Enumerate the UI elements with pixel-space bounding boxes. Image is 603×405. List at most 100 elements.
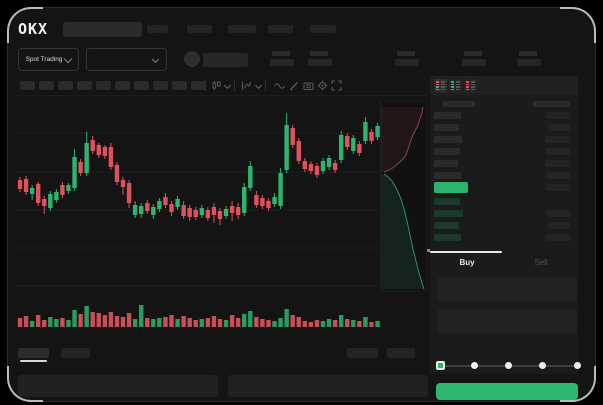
timeframe-button[interactable] — [172, 81, 187, 90]
icon-row-color — [451, 83, 454, 86]
chevron-down-icon — [64, 54, 73, 63]
icon-row-color — [466, 88, 469, 91]
qty-bar — [546, 184, 570, 191]
tab-sell[interactable]: Sell — [504, 253, 578, 271]
qty-bar — [545, 234, 570, 241]
nav-item-placeholder[interactable] — [310, 25, 336, 33]
stat-label-placeholder — [310, 51, 328, 56]
timeframe-button[interactable] — [77, 81, 92, 90]
toolbar-separator — [265, 80, 266, 91]
slider-handle[interactable] — [435, 361, 445, 370]
ask-price-bar — [434, 124, 459, 131]
qty-bar — [547, 172, 570, 179]
icon-row-bar — [455, 88, 460, 91]
settings-gear-icon[interactable] — [317, 80, 328, 91]
ask-price-bar — [434, 148, 460, 155]
chart-bottom-control[interactable] — [387, 348, 415, 358]
frame-corner — [560, 7, 596, 43]
icon-row-bar — [455, 86, 460, 88]
buy-tab-label: Buy — [459, 257, 475, 267]
chart-bottom-tab[interactable] — [61, 348, 90, 358]
order-book-row-ask[interactable] — [430, 160, 578, 169]
timeframe-button[interactable] — [39, 81, 54, 90]
pair-selector-dropdown[interactable] — [86, 48, 167, 71]
slider-stop[interactable] — [539, 362, 547, 369]
order-book-row-ask[interactable] — [430, 112, 578, 121]
timeframe-button[interactable] — [191, 81, 206, 90]
slider-stop[interactable] — [573, 362, 581, 369]
buy-submit-button[interactable] — [436, 383, 578, 400]
icon-row-color — [466, 83, 469, 86]
order-book-row-bid[interactable] — [430, 234, 578, 243]
icon-row-color — [451, 88, 454, 91]
order-book-row-ask[interactable] — [430, 136, 578, 145]
last-price-row[interactable] — [430, 182, 578, 193]
toolbar-separator — [234, 80, 235, 91]
qty-bar — [545, 160, 570, 167]
chevron-down-icon — [151, 55, 160, 64]
bid-price-bar — [434, 198, 460, 205]
timeframe-button[interactable] — [134, 81, 149, 90]
nav-item-placeholder[interactable] — [187, 25, 212, 33]
qty-bar — [545, 136, 570, 143]
stat-label-placeholder — [464, 51, 482, 56]
slider-stop[interactable] — [505, 362, 512, 369]
bid-price-bar — [434, 234, 461, 241]
order-book-row-ask[interactable] — [430, 172, 578, 181]
order-amount-input[interactable] — [437, 309, 577, 333]
tab-indicator — [430, 251, 502, 253]
order-book-row-bid[interactable] — [430, 222, 578, 231]
ask-price-bar — [434, 172, 461, 179]
bid-price-bar — [434, 222, 459, 229]
frame-corner — [7, 7, 43, 43]
icon-row-bar — [470, 86, 475, 88]
draw-tool-icon[interactable] — [289, 80, 300, 91]
book-asks-icon[interactable] — [464, 79, 477, 92]
stat-value-placeholder — [517, 59, 541, 66]
search-input[interactable] — [63, 22, 142, 37]
book-bids-icon[interactable] — [449, 79, 462, 92]
chart-bottom-control[interactable] — [347, 348, 378, 358]
icon-row-color — [436, 81, 439, 83]
fullscreen-icon[interactable] — [331, 80, 342, 91]
timeframe-button[interactable] — [20, 81, 35, 90]
ask-price-bar — [434, 112, 461, 119]
icon-row-bar — [440, 83, 445, 86]
pair-avatar — [184, 51, 200, 67]
icon-row-color — [436, 83, 439, 86]
order-book-row-ask[interactable] — [430, 124, 578, 133]
chart-type-icon[interactable] — [211, 80, 222, 91]
sell-tab-label: Sell — [534, 257, 548, 267]
order-book-row-bid[interactable] — [430, 198, 578, 207]
icon-row-color — [451, 81, 454, 83]
order-price-input[interactable] — [437, 277, 577, 301]
camera-icon[interactable] — [303, 80, 314, 91]
nav-item-placeholder[interactable] — [268, 25, 293, 33]
timeframe-button[interactable] — [153, 81, 168, 90]
line-tool-icon[interactable] — [274, 80, 285, 91]
stat-label-placeholder — [272, 51, 290, 56]
stat-value-placeholder — [462, 59, 486, 66]
timeframe-button[interactable] — [115, 81, 130, 90]
indicators-icon[interactable] — [241, 80, 252, 91]
nav-item-placeholder[interactable] — [228, 25, 256, 33]
slider-stop[interactable] — [470, 362, 478, 369]
market-type-dropdown[interactable]: Spot Trading — [18, 48, 79, 71]
bottom-input-placeholder[interactable] — [228, 375, 428, 397]
order-book-row-bid[interactable] — [430, 210, 578, 219]
icon-row-color — [436, 88, 439, 91]
pair-name-placeholder — [203, 53, 248, 67]
tab-buy[interactable]: Buy — [430, 253, 504, 271]
price-chart[interactable] — [14, 96, 428, 334]
chart-bottom-tab[interactable] — [18, 348, 49, 358]
book-combined-icon[interactable] — [434, 79, 447, 92]
timeframe-button[interactable] — [96, 81, 111, 90]
timeframe-button[interactable] — [58, 81, 73, 90]
frame-corner — [7, 366, 43, 402]
order-book-row-ask[interactable] — [430, 148, 578, 157]
nav-item-placeholder[interactable] — [147, 25, 168, 33]
qty-bar — [546, 148, 570, 155]
bottom-input-placeholder[interactable] — [18, 375, 218, 397]
stat-label-placeholder — [397, 51, 415, 56]
